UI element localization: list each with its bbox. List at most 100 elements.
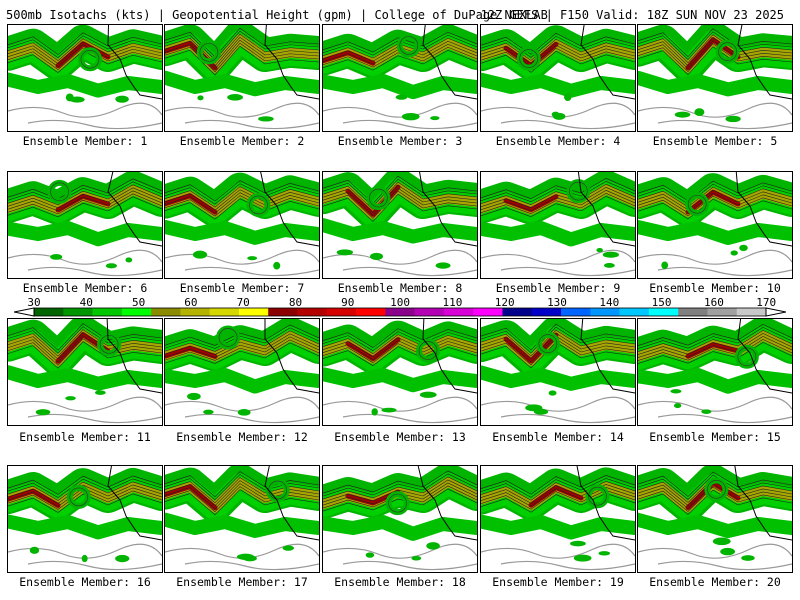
colorbar-tick-label: 110 (442, 296, 463, 309)
isotach-map-9 (481, 172, 635, 277)
colorbar-swatch (268, 308, 298, 316)
ensemble-map-6 (7, 171, 163, 279)
ensemble-map-7 (164, 171, 320, 279)
colorbar-swatch (443, 308, 474, 316)
colorbar-swatch (590, 308, 620, 316)
ensemble-map-20 (637, 465, 793, 573)
colorbar-tick-label: 70 (236, 296, 250, 309)
colorbar-swatch (209, 308, 240, 316)
colorbar-swatch (502, 308, 533, 316)
colorbar-swatch (561, 308, 591, 316)
colorbar-swatch (297, 308, 328, 316)
colorbar-tick-label: 140 (599, 296, 620, 309)
colorbar-swatch (151, 308, 181, 316)
isotach-map-10 (638, 172, 792, 277)
ensemble-map-5 (637, 24, 793, 132)
panel-caption-14: Ensemble Member: 14 (492, 430, 624, 444)
ensemble-map-3 (322, 24, 478, 132)
colorbar-tick-label: 90 (341, 296, 355, 309)
panel-caption-10: Ensemble Member: 10 (649, 281, 781, 295)
panel-caption-13: Ensemble Member: 13 (334, 430, 466, 444)
ensemble-map-9 (480, 171, 636, 279)
panel-caption-17: Ensemble Member: 17 (176, 575, 308, 589)
colorbar-tick-label: 100 (390, 296, 411, 309)
colorbar-swatch (619, 308, 650, 316)
colorbar-tick-label: 50 (131, 296, 146, 309)
ensemble-map-8 (322, 171, 478, 279)
colorbar-swatch (678, 308, 708, 316)
ensemble-map-18 (322, 465, 478, 573)
isotach-map-19 (481, 466, 635, 571)
panel-caption-16: Ensemble Member: 16 (19, 575, 151, 589)
panel-caption-2: Ensemble Member: 2 (179, 134, 305, 148)
colorbar-swatch (648, 308, 679, 316)
colorbar-tick-label: 120 (494, 296, 515, 309)
ensemble-map-12 (164, 318, 320, 426)
colorbar-right-arrow (765, 307, 786, 317)
ensemble-map-15 (637, 318, 793, 426)
header-title: 500mb Isotachs (kts) | Geopotential Heig… (6, 8, 548, 22)
isotach-map-16 (8, 466, 162, 571)
colorbar-tick-label: 160 (703, 296, 724, 309)
isotach-map-14 (481, 319, 635, 424)
isotach-map-4 (481, 25, 635, 130)
isotach-map-2 (165, 25, 319, 130)
colorbar-swatch (121, 308, 152, 316)
colorbar-swatch (326, 308, 357, 316)
ensemble-map-4 (480, 24, 636, 132)
isotach-map-5 (638, 25, 792, 130)
colorbar-swatch (180, 308, 210, 316)
panel-caption-5: Ensemble Member: 5 (652, 134, 778, 148)
panel-caption-15: Ensemble Member: 15 (649, 430, 781, 444)
panel-caption-7: Ensemble Member: 7 (179, 281, 305, 295)
colorbar-tick-label: 30 (27, 296, 41, 309)
colorbar-swatch (63, 308, 93, 316)
isotach-map-8 (323, 172, 477, 277)
isotach-map-1 (8, 25, 162, 130)
isotach-map-3 (323, 25, 477, 130)
panel-caption-4: Ensemble Member: 4 (495, 134, 621, 148)
isotach-map-13 (323, 319, 477, 424)
ensemble-map-10 (637, 171, 793, 279)
colorbar-swatch (34, 308, 64, 316)
ensemble-map-19 (480, 465, 636, 573)
colorbar-swatch (238, 308, 269, 316)
isotach-map-15 (638, 319, 792, 424)
colorbar-tick-label: 150 (651, 296, 672, 309)
colorbar-left-arrow (14, 307, 35, 317)
colorbar-swatch (707, 308, 738, 316)
isotach-map-11 (8, 319, 162, 424)
colorbar-tick-label: 40 (79, 296, 93, 309)
panel-caption-12: Ensemble Member: 12 (176, 430, 308, 444)
ensemble-map-14 (480, 318, 636, 426)
ensemble-map-11 (7, 318, 163, 426)
ensemble-map-17 (164, 465, 320, 573)
panel-caption-19: Ensemble Member: 19 (492, 575, 624, 589)
colorbar-tick-label: 60 (184, 296, 198, 309)
panel-caption-8: Ensemble Member: 8 (337, 281, 463, 295)
isotach-map-12 (165, 319, 319, 424)
isotach-map-7 (165, 172, 319, 277)
colorbar-tick-label: 130 (547, 296, 567, 309)
isotach-map-18 (323, 466, 477, 571)
colorbar-swatch (92, 308, 123, 316)
header-valid-time: 12Z GEFS | F150 Valid: 18Z SUN NOV 23 20… (480, 8, 784, 22)
ensemble-map-13 (322, 318, 478, 426)
isotach-map-6 (8, 172, 162, 277)
panel-caption-11: Ensemble Member: 11 (19, 430, 151, 444)
ensemble-map-16 (7, 465, 163, 573)
isotach-colorbar (14, 307, 786, 317)
panel-caption-20: Ensemble Member: 20 (649, 575, 781, 589)
colorbar-swatch (736, 308, 767, 316)
isotach-map-17 (165, 466, 319, 571)
colorbar-swatch (356, 308, 386, 316)
colorbar-swatch (473, 308, 503, 316)
ensemble-map-2 (164, 24, 320, 132)
panel-caption-1: Ensemble Member: 1 (22, 134, 148, 148)
isotach-map-20 (638, 466, 792, 571)
colorbar-swatch (414, 308, 445, 316)
panel-caption-9: Ensemble Member: 9 (495, 281, 621, 295)
colorbar-tick-label: 170 (756, 296, 777, 309)
panel-caption-6: Ensemble Member: 6 (22, 281, 148, 295)
colorbar-tick-label: 80 (288, 296, 303, 309)
